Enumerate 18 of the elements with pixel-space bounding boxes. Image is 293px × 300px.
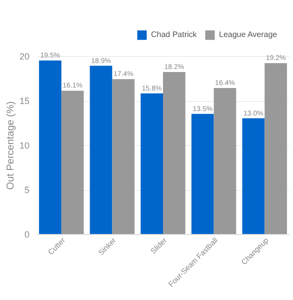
y-tick-label: 15	[19, 96, 30, 106]
bar	[242, 118, 265, 234]
y-tick-label: 5	[24, 185, 30, 195]
legend-label: League Average	[219, 30, 278, 40]
bar	[264, 63, 287, 234]
bar	[90, 66, 112, 234]
y-tick-label: 0	[24, 230, 30, 240]
bar	[61, 90, 84, 234]
bar	[140, 93, 163, 234]
bar	[191, 114, 214, 234]
legend-label: Chad Patrick	[151, 30, 198, 40]
bar	[214, 88, 236, 234]
bar	[163, 72, 186, 234]
y-tick-label: 20	[19, 52, 30, 62]
bar	[112, 79, 135, 234]
y-axis-title: Out Percentage (%)	[5, 101, 16, 190]
y-tick-label: 10	[19, 140, 30, 150]
bar	[39, 60, 62, 234]
